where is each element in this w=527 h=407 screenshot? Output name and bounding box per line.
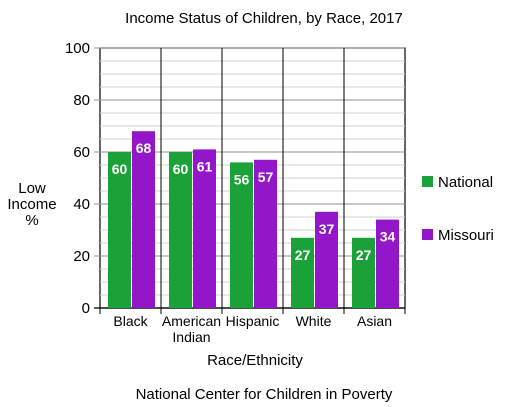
category-label: Hispanic: [226, 313, 280, 329]
data-label: 37: [319, 221, 335, 237]
source-note: National Center for Children in Poverty: [136, 386, 393, 403]
bar-missouri-1: [193, 149, 216, 308]
data-label: 27: [356, 247, 372, 263]
y-tick-label: 40: [73, 196, 90, 213]
x-axis-title: Race/Ethnicity: [207, 352, 303, 369]
category-label: Asian: [357, 313, 392, 329]
bar-national-0: [108, 152, 131, 308]
bar-missouri-3: [315, 211, 338, 308]
category-label: American: [162, 313, 221, 329]
bars: [108, 131, 399, 308]
legend: National Missouri: [422, 174, 494, 244]
data-label: 57: [258, 169, 274, 185]
bar-national-2: [230, 162, 253, 308]
bar-missouri-2: [254, 159, 277, 308]
chart-title: Income Status of Children, by Race, 2017: [125, 10, 403, 27]
category-label: Black: [113, 313, 148, 329]
data-label: 60: [112, 161, 128, 177]
y-tick-label: 60: [73, 144, 90, 161]
bar-national-4: [352, 237, 375, 308]
category-label: Indian: [172, 329, 210, 345]
data-label: 56: [234, 171, 250, 187]
bar-missouri-4: [376, 219, 399, 308]
y-tick-label: 100: [65, 40, 90, 57]
y-tick-label: 0: [82, 300, 90, 317]
y-axis-title-line: Income: [7, 196, 56, 213]
legend-swatch-national: [422, 176, 433, 187]
data-label: 60: [173, 161, 189, 177]
legend-swatch-missouri: [422, 229, 433, 240]
y-axis-ticks: 0 20 40 60 80 100: [65, 40, 90, 317]
legend-label-national: National: [438, 174, 493, 191]
y-axis-title-line: %: [25, 212, 38, 229]
category-label: White: [296, 313, 332, 329]
bar-national-1: [169, 152, 192, 308]
legend-label-missouri: Missouri: [438, 227, 494, 244]
y-axis-title-line: Low: [18, 180, 46, 197]
y-tick-label: 20: [73, 248, 90, 265]
data-label: 27: [295, 247, 311, 263]
data-label: 68: [136, 140, 152, 156]
bar-missouri-0: [132, 131, 155, 308]
data-label: 61: [197, 158, 213, 174]
bar-national-3: [291, 237, 314, 308]
data-label: 34: [380, 229, 396, 245]
y-tick-label: 80: [73, 92, 90, 109]
data-labels: 60 68 60 61 56 57 27 37 27 34: [112, 140, 396, 263]
